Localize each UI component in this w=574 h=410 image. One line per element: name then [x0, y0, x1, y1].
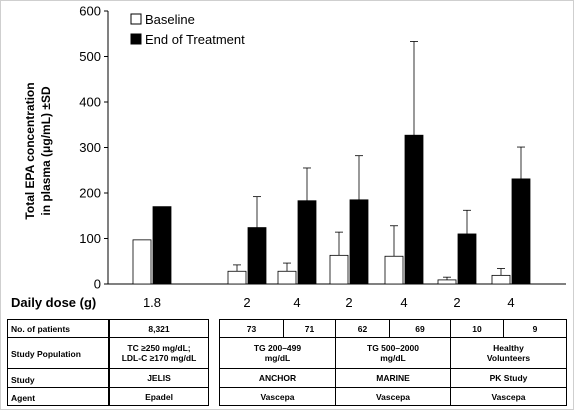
- bar-end-of-treatment: [457, 233, 477, 285]
- row-labels-table: [7, 319, 109, 406]
- y-axis-label: Total EPA concentration in plasma (μg/mL…: [23, 82, 53, 219]
- marine-population-line2: mg/dL: [380, 353, 406, 363]
- pk-patients-4g: 9: [503, 319, 567, 338]
- y-tick-label: 200: [79, 186, 101, 201]
- anchor-study: ANCHOR: [219, 368, 336, 388]
- y-tick-label: 500: [79, 49, 101, 64]
- row-label-cell-population: [7, 337, 109, 369]
- dose-label: 1.8: [142, 295, 162, 310]
- anchor-patients-2g: 73: [219, 319, 284, 338]
- jelis-study: JELIS: [109, 368, 209, 388]
- vascepa-table: 73 71 62 69 10 9 TG 200–499 mg/dL TG 500…: [219, 319, 567, 406]
- legend-label-baseline: Baseline: [145, 12, 195, 27]
- jelis-population: TC ≥250 mg/dL; LDL-C ≥170 mg/dL: [109, 337, 209, 369]
- dose-label: 4: [507, 295, 515, 310]
- jelis-patients: 8,321: [109, 319, 209, 338]
- bar-baseline: [329, 254, 349, 285]
- bar-baseline: [437, 279, 457, 285]
- anchor-agent: Vascepa: [219, 387, 336, 406]
- marine-agent: Vascepa: [335, 387, 451, 406]
- marine-population: TG 500–2000 mg/dL: [335, 337, 451, 369]
- y-tick-label: 600: [79, 4, 101, 19]
- jelis-table: 8,321 TC ≥250 mg/dL; LDL-C ≥170 mg/dL JE…: [109, 319, 209, 406]
- y-axis-label-line1: Total EPA concentration: [23, 82, 37, 219]
- bar-baseline: [384, 255, 404, 285]
- bar-baseline: [277, 270, 297, 285]
- dose-label: 2: [453, 295, 461, 310]
- pk-agent: Vascepa: [450, 387, 567, 406]
- anchor-patients-4g: 71: [283, 319, 336, 338]
- y-tick-label: 0: [94, 277, 101, 292]
- dose-label: 2: [243, 295, 251, 310]
- bar-end-of-treatment: [349, 199, 369, 285]
- marine-study: MARINE: [335, 368, 451, 388]
- pk-population-line2: Volunteers: [486, 353, 531, 363]
- legend: Baseline End of Treatment: [130, 12, 245, 47]
- daily-dose-label: Daily dose (g): [11, 295, 97, 310]
- marine-patients-4g: 69: [389, 319, 451, 338]
- bar-end-of-treatment: [152, 206, 172, 285]
- legend-swatch-end-of-treatment: [130, 33, 142, 45]
- dose-label: 2: [345, 295, 353, 310]
- row-label-cell-agent: [7, 387, 109, 406]
- dose-label: 4: [400, 295, 408, 310]
- jelis-population-line1: TC ≥250 mg/dL;: [127, 343, 191, 353]
- y-tick-label: 100: [79, 231, 101, 246]
- pk-population-line1: Healthy: [493, 343, 524, 353]
- marine-patients-2g: 62: [335, 319, 390, 338]
- anchor-population-line1: TG 200–499: [253, 343, 302, 353]
- epa-bar-chart: Total EPA concentration in plasma (μg/mL…: [23, 4, 566, 292]
- pk-patients-2g: 10: [450, 319, 504, 338]
- marine-population-line1: TG 500–2000: [367, 343, 419, 353]
- bar-end-of-treatment: [511, 178, 531, 285]
- legend-swatch-baseline: [130, 13, 142, 25]
- anchor-population: TG 200–499 mg/dL: [219, 337, 336, 369]
- anchor-population-line2: mg/dL: [264, 353, 291, 363]
- pk-population: Healthy Volunteers: [450, 337, 567, 369]
- y-axis-label-line2: in plasma (μg/mL) ±SD: [39, 86, 53, 216]
- bar-end-of-treatment: [404, 134, 424, 285]
- row-label-cell-study: [7, 368, 109, 388]
- jelis-agent: Epadel: [109, 387, 209, 406]
- row-label-cell-patients: [7, 319, 109, 338]
- y-tick-label: 400: [79, 95, 101, 110]
- pk-study: PK Study: [450, 368, 567, 388]
- bar-end-of-treatment: [297, 200, 317, 285]
- legend-label-end-of-treatment: End of Treatment: [145, 32, 245, 47]
- bar-baseline: [491, 274, 511, 285]
- bar-baseline: [227, 270, 247, 285]
- jelis-population-line2: LDL-C ≥170 mg/dL: [121, 353, 197, 363]
- y-tick-label: 300: [79, 140, 101, 155]
- dose-label: 4: [293, 295, 301, 310]
- bar-baseline: [132, 239, 152, 285]
- bar-end-of-treatment: [247, 227, 267, 285]
